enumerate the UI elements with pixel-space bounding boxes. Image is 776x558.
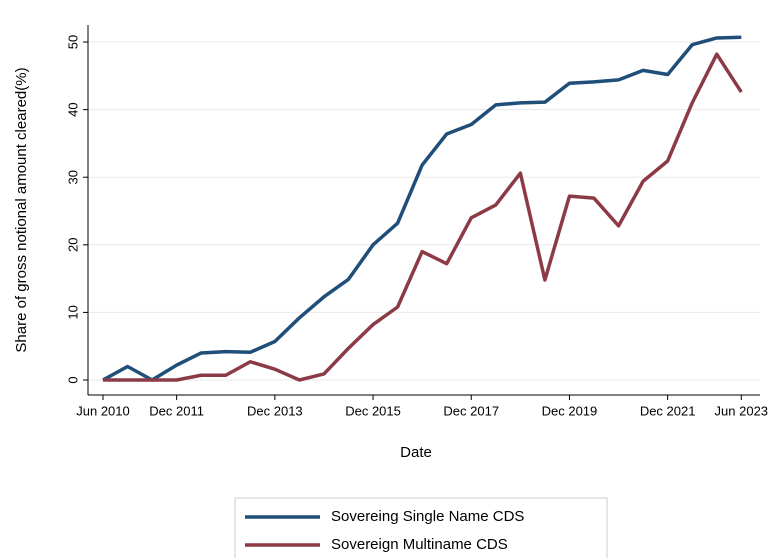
x-tick-label: Dec 2017 xyxy=(443,403,499,418)
x-tick-label: Dec 2013 xyxy=(247,403,303,418)
legend-text: Sovereign Multiname CDS xyxy=(331,536,508,553)
x-tick-label: Dec 2011 xyxy=(149,403,204,418)
y-tick-label: 20 xyxy=(65,238,80,252)
y-tick-label: 30 xyxy=(65,170,80,184)
y-tick-label: 50 xyxy=(65,35,80,49)
y-tick-label: 40 xyxy=(65,102,80,116)
x-tick-label: Dec 2021 xyxy=(640,403,696,418)
x-axis-title: Date xyxy=(400,444,432,461)
x-tick-label: Jun 2023 xyxy=(715,403,769,418)
y-axis-title: Share of gross notional amount cleared(%… xyxy=(13,67,30,352)
legend-text: Sovereing Single Name CDS xyxy=(331,508,524,525)
series-line xyxy=(103,52,743,382)
legend-box xyxy=(234,497,608,558)
x-tick-label: Dec 2019 xyxy=(542,403,598,418)
y-tick-label: 0 xyxy=(65,376,80,383)
x-tick-label: Dec 2015 xyxy=(345,403,401,418)
x-tick-label: Jun 2010 xyxy=(76,403,130,418)
series-line xyxy=(102,35,742,382)
y-tick-label: 10 xyxy=(65,305,80,319)
